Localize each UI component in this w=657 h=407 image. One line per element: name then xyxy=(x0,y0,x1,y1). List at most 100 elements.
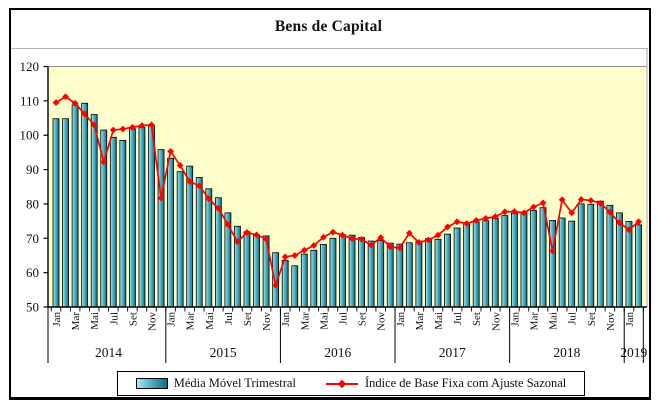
bar-media-movel xyxy=(425,238,432,308)
month-label: Jan xyxy=(395,312,407,327)
legend-bar-swatch-icon xyxy=(135,378,168,389)
month-label: Jan xyxy=(166,312,178,327)
diamond-marker-icon xyxy=(501,208,509,216)
diamond-marker-icon xyxy=(549,247,556,255)
diamond-marker-icon xyxy=(291,252,299,259)
month-label: Jul xyxy=(108,312,120,325)
bar-media-movel xyxy=(329,237,337,308)
bar-media-movel xyxy=(119,139,127,308)
bar-media-movel xyxy=(568,220,576,308)
year-label: 2017 xyxy=(439,345,466,360)
diamond-marker-icon xyxy=(616,219,623,227)
diamond-marker-icon xyxy=(386,243,394,251)
month-label: Mar xyxy=(185,312,197,331)
diamond-marker-icon xyxy=(339,231,346,239)
diamond-marker-icon xyxy=(415,239,423,246)
bar-media-movel xyxy=(205,188,213,308)
chart-title: Bens de Capital xyxy=(274,18,383,35)
title-divider-line xyxy=(11,48,648,49)
diamond-marker-icon xyxy=(539,199,547,207)
bar-media-movel xyxy=(128,128,136,308)
diamond-marker-icon xyxy=(596,199,604,207)
bar-media-movel xyxy=(405,242,413,308)
diamond-marker-icon xyxy=(148,121,155,129)
diamond-marker-icon xyxy=(272,281,280,289)
legend-box: Média Móvel Trimestral Índice de Base Fi… xyxy=(117,371,585,396)
legend-item-line: Índice de Base Fixa com Ajuste Sazonal xyxy=(325,376,567,391)
bar-media-movel xyxy=(596,200,604,308)
diamond-marker-icon xyxy=(100,158,108,166)
month-label: Mai xyxy=(548,312,560,330)
month-label: Set xyxy=(471,312,483,326)
month-label: Mai xyxy=(204,312,216,330)
diamond-marker-icon xyxy=(262,235,270,243)
diamond-marker-icon xyxy=(472,217,480,224)
diamond-marker-icon xyxy=(243,229,251,236)
bar-media-movel xyxy=(319,244,327,308)
month-label: Mar xyxy=(414,312,426,331)
bar-media-movel xyxy=(148,125,155,308)
month-label: Jul xyxy=(452,312,464,325)
month-label: Mai xyxy=(89,312,101,330)
bar-media-movel xyxy=(367,240,375,308)
month-label: Mar xyxy=(70,312,82,331)
month-label: Jan xyxy=(509,312,521,327)
diamond-marker-icon xyxy=(558,196,566,204)
y-tick-label: 70 xyxy=(26,231,39,246)
diamond-marker-icon xyxy=(234,238,241,246)
diamond-marker-icon xyxy=(71,99,79,107)
diamond-marker-icon xyxy=(587,197,595,204)
diamond-marker-icon xyxy=(281,253,289,261)
bar-media-movel xyxy=(377,240,385,308)
year-label: 2019 xyxy=(620,345,647,360)
bar-media-movel xyxy=(291,265,299,308)
bar-media-movel xyxy=(549,220,556,308)
diamond-marker-icon xyxy=(635,218,642,226)
y-tick-label: 60 xyxy=(26,265,39,280)
month-label: Jan xyxy=(624,312,636,327)
diamond-marker-icon xyxy=(625,226,633,234)
diamond-marker-icon xyxy=(358,235,365,243)
diamond-marker-icon xyxy=(348,235,356,243)
legend-diamond-marker-icon xyxy=(337,379,347,388)
month-label: Nov xyxy=(147,312,159,331)
bar-media-movel xyxy=(81,102,89,308)
bar-media-movel xyxy=(491,217,499,308)
bar-media-movel xyxy=(558,217,566,308)
bar-media-movel xyxy=(396,243,404,308)
bar-media-movel xyxy=(587,203,595,308)
month-label: Nov xyxy=(376,312,388,331)
diamond-marker-icon xyxy=(195,182,203,190)
diamond-marker-icon xyxy=(205,195,213,203)
y-tick-label: 90 xyxy=(26,162,39,177)
legend-bar-label: Média Móvel Trimestral xyxy=(173,376,296,390)
year-label: 2014 xyxy=(95,345,122,360)
diamond-marker-icon xyxy=(129,123,136,131)
bar-media-movel xyxy=(510,212,518,308)
year-label: 2015 xyxy=(210,345,237,360)
bar-media-movel xyxy=(358,237,366,308)
diamond-marker-icon xyxy=(568,209,576,217)
month-label: Set xyxy=(586,312,598,326)
bar-media-movel xyxy=(444,233,451,308)
diamond-marker-icon xyxy=(224,221,232,228)
month-label: Nov xyxy=(261,312,273,331)
diamond-marker-icon xyxy=(167,147,174,155)
bar-media-movel xyxy=(348,234,356,308)
bar-media-movel xyxy=(71,104,79,308)
month-label: Mar xyxy=(299,312,311,331)
bar-media-movel xyxy=(281,259,289,308)
bar-media-movel xyxy=(453,227,461,308)
diamond-marker-icon xyxy=(62,93,69,101)
bar-media-movel xyxy=(577,203,585,308)
diamond-marker-icon xyxy=(186,178,194,185)
legend-line-label: Índice de Base Fixa com Ajuste Sazonal xyxy=(364,376,567,390)
diamond-marker-icon xyxy=(176,162,184,169)
bar-media-movel xyxy=(463,223,471,308)
diamond-marker-icon xyxy=(320,233,327,241)
month-label: Jan xyxy=(280,312,292,327)
diamond-marker-icon xyxy=(396,244,404,252)
diamond-marker-icon xyxy=(425,236,432,244)
bar-media-movel xyxy=(138,126,146,308)
diamond-marker-icon xyxy=(367,241,375,249)
